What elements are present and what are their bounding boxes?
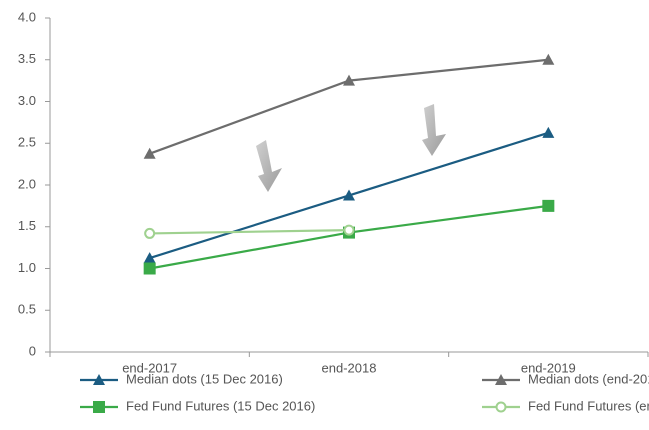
data-point: [144, 227, 156, 239]
y-tick-label: 4.0: [18, 9, 36, 24]
legend-label: Fed Fund Futures (15 Dec 2016): [126, 398, 315, 413]
data-point: [343, 189, 355, 201]
y-tick-label: 1.0: [18, 260, 36, 275]
y-tick-label: 2.0: [18, 176, 36, 191]
series-line: [149, 58, 549, 155]
legend-marker: [93, 374, 105, 385]
data-point: [143, 262, 156, 275]
data-point: [542, 53, 555, 65]
y-tick-label: 3.5: [18, 51, 36, 66]
legend-label: Median dots (15 Dec 2016): [126, 371, 283, 386]
legend-label: Median dots (end-2015): [528, 371, 649, 386]
series-line: [149, 228, 350, 235]
x-tick-label: end-2017: [122, 360, 177, 375]
data-point: [542, 126, 555, 138]
y-tick-label: 2.5: [18, 135, 36, 150]
data-point: [343, 224, 355, 236]
x-tick-label: end-2019: [521, 360, 576, 375]
legend-marker: [93, 401, 105, 413]
legend-marker: [495, 374, 507, 385]
y-tick-label: 0.5: [18, 302, 36, 317]
legend-marker: [495, 401, 507, 413]
y-tick-label: 1.5: [18, 218, 36, 233]
y-tick-label: 3.0: [18, 93, 36, 108]
data-point: [542, 199, 555, 212]
data-point: [143, 252, 156, 264]
arrow: [256, 140, 282, 192]
data-point: [143, 147, 156, 159]
arrow: [422, 104, 446, 156]
y-tick-label: 0: [29, 343, 36, 358]
data-point: [343, 74, 355, 86]
x-tick-label: end-2018: [322, 360, 377, 375]
legend-label: Fed Fund Futures (end-2015): [528, 398, 649, 413]
